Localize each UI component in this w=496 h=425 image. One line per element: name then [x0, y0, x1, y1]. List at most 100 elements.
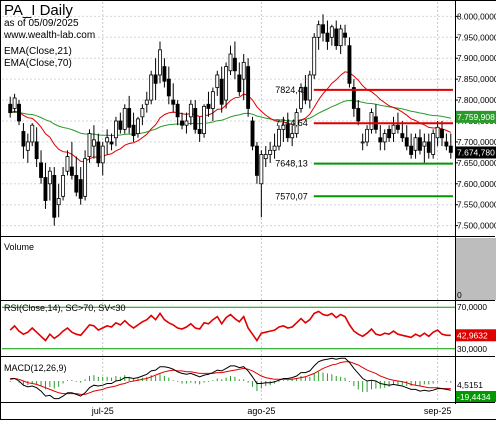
candle-body	[281, 124, 286, 130]
candle-body	[202, 105, 207, 134]
x-axis-label: sep-25	[424, 406, 452, 416]
site-line: www.wealth-lab.com	[4, 30, 96, 41]
candle-body	[409, 145, 414, 155]
price-tag-box	[456, 146, 496, 159]
candle-body	[162, 66, 167, 82]
candle-body	[166, 78, 171, 97]
candle-body	[153, 74, 158, 84]
candle-body	[140, 108, 145, 118]
candle-body	[83, 158, 88, 197]
price-tick-label: 8.000,0000	[457, 11, 496, 21]
candle-body	[307, 74, 312, 101]
candle-body	[25, 141, 30, 151]
candle-body	[259, 154, 264, 185]
candle-body	[365, 128, 370, 143]
candle-body	[382, 133, 387, 143]
candle-body	[39, 162, 43, 178]
candle-body	[435, 126, 440, 139]
candle-body	[175, 103, 180, 118]
price-tick-label: 7.950,0000	[457, 32, 496, 42]
candle-body	[325, 32, 330, 42]
candle-body	[404, 137, 409, 147]
candle-body	[316, 24, 321, 38]
candle-body	[100, 145, 105, 164]
candle-body	[219, 78, 224, 105]
price-tick-label: 7.600,0000	[457, 179, 496, 189]
rsi-tick-label: 70,0000	[457, 302, 487, 312]
candle-body	[387, 128, 392, 139]
candle-body	[56, 198, 61, 206]
candle-body	[378, 137, 383, 143]
price-tag-box	[456, 110, 496, 123]
ema-fast-legend: EMA(Close,21)	[4, 46, 72, 57]
candle-body	[360, 141, 365, 144]
candle-body	[334, 28, 339, 47]
macd-signal-box	[456, 391, 496, 402]
price-tick-label: 7.500,0000	[457, 221, 496, 231]
candle-body	[69, 166, 74, 176]
candle-body	[30, 124, 35, 143]
candle-body	[299, 87, 303, 109]
volume-tick-label: 0	[457, 290, 462, 300]
candle-body	[215, 74, 220, 88]
candle-body	[418, 137, 422, 151]
candle-body	[47, 170, 52, 185]
price-tick-label: 7.550,0000	[457, 200, 496, 210]
candle-body	[391, 124, 396, 134]
candle-body	[197, 128, 202, 134]
candle-body	[144, 99, 149, 105]
candle-body	[114, 120, 118, 139]
price-tick-label: 7.850,0000	[457, 74, 496, 84]
macd-line	[10, 357, 451, 400]
candle-body	[343, 32, 347, 38]
candle-body	[149, 74, 154, 101]
candle-body	[246, 66, 251, 109]
chart-title: PA_I Daily	[4, 2, 73, 19]
candle-body	[268, 149, 273, 155]
rsi-value-box	[456, 329, 496, 342]
candle-body	[250, 120, 255, 147]
candle-body	[232, 57, 237, 72]
rsi-tick-label: 30,0000	[457, 344, 487, 354]
macd-value-label: 4,5151	[457, 380, 483, 390]
candle-body	[329, 26, 334, 38]
candle-body	[448, 145, 453, 153]
candle-body	[290, 133, 295, 139]
volume-title: Volume	[4, 242, 34, 252]
candle-body	[400, 133, 405, 139]
candle-body	[356, 108, 361, 122]
candle-body	[241, 62, 246, 80]
candle-body	[347, 45, 352, 84]
candle-body	[263, 154, 268, 160]
candle-body	[193, 108, 198, 130]
candle-body	[369, 112, 374, 130]
candle-body	[210, 91, 215, 109]
candle-body	[105, 137, 110, 143]
candle-body	[440, 128, 444, 139]
candle-body	[118, 120, 123, 130]
candle-body	[87, 133, 92, 157]
date-line: as of 05/09/2025	[4, 18, 79, 29]
candle-body	[431, 133, 436, 155]
candle-body	[74, 175, 79, 193]
x-axis-label: jul-25	[91, 406, 114, 416]
level-label: 7824,42	[275, 85, 308, 95]
candle-body	[180, 120, 184, 126]
ema-slow-legend: EMA(Close,70)	[4, 58, 72, 69]
candle-body	[127, 108, 132, 128]
candle-body	[312, 36, 317, 76]
candle-body	[351, 87, 356, 109]
price-tick-label: 7.700,0000	[457, 137, 496, 147]
candle-body	[184, 120, 189, 126]
candle-body	[426, 141, 431, 153]
candle-body	[444, 141, 449, 147]
candle-body	[122, 108, 127, 130]
price-tick-label: 7.650,0000	[457, 158, 496, 168]
price-tag-label: 7.759,908	[457, 112, 495, 122]
ema-slow-line	[10, 99, 451, 137]
candle-body	[277, 128, 281, 147]
candle-body	[228, 53, 233, 72]
candle-body	[272, 145, 277, 151]
